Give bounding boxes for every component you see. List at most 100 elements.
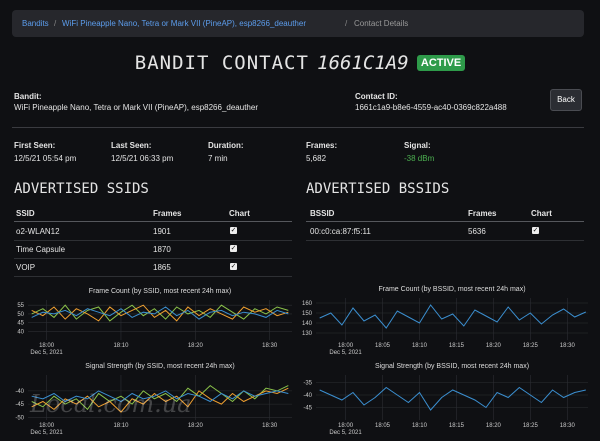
chart-title: Signal Strength (by BSSID, most recent 2… xyxy=(375,363,529,370)
label: Duration: xyxy=(208,141,244,150)
y-tick-label: 40 xyxy=(17,329,24,335)
x-tick-label: 18:15 xyxy=(449,343,465,349)
breadcrumb: Bandits / WiFi Pineapple Nano, Tetra or … xyxy=(12,10,584,37)
y-tick-label: 50 xyxy=(17,312,24,318)
x-tick-label: 18:00 xyxy=(39,423,55,429)
x-tick-label: 18:15 xyxy=(449,423,465,429)
checkbox[interactable]: ✓ xyxy=(230,263,237,270)
section-heading: ADVERTISED SSIDS xyxy=(14,181,149,197)
crumb-sep: / xyxy=(345,19,348,28)
label: Signal: xyxy=(404,141,431,150)
series-line xyxy=(31,390,289,403)
y-tick-label: -40 xyxy=(15,389,24,395)
label: Last Seen: xyxy=(111,141,152,150)
y-tick-label: -50 xyxy=(15,415,24,421)
x-tick-label: 18:30 xyxy=(560,423,576,429)
y-tick-label: 150 xyxy=(302,311,313,317)
x-tick-label: 18:00 xyxy=(338,343,354,349)
chart-title: Frame Count (by SSID, most recent 24h ma… xyxy=(89,288,231,295)
checkbox[interactable]: ✓ xyxy=(230,227,237,234)
value: -38 dBm xyxy=(404,154,435,163)
label: Bandit: xyxy=(14,92,42,101)
value: WiFi Pineapple Nano, Tetra or Mark VII (… xyxy=(14,103,258,112)
crumb-link[interactable]: WiFi Pineapple Nano, Tetra or Mark VII (… xyxy=(62,19,306,28)
cell: VOIP xyxy=(16,263,36,272)
x-tick-label: 18:30 xyxy=(262,343,278,349)
rule xyxy=(14,258,292,259)
cell: 1901 xyxy=(153,227,171,236)
rule xyxy=(306,221,584,222)
x-tick-label: 18:10 xyxy=(113,343,129,349)
section-heading: ADVERTISED BSSIDS xyxy=(306,181,450,197)
y-tick-label: 160 xyxy=(302,301,313,307)
y-tick-label: 55 xyxy=(17,303,24,309)
x-tick-label: 18:05 xyxy=(375,343,391,349)
value: 12/5/21 05:54 pm xyxy=(14,154,77,163)
label: Frames: xyxy=(306,141,338,150)
divider xyxy=(12,127,584,128)
y-tick-label: 45 xyxy=(17,321,24,327)
y-tick-label: -45 xyxy=(15,402,24,408)
x-tick-label: 18:20 xyxy=(188,343,204,349)
rule xyxy=(14,240,292,241)
title: BANDIT CONTACT xyxy=(134,52,309,74)
column-header: Chart xyxy=(531,209,552,218)
x-tick-label: 18:30 xyxy=(262,423,278,429)
value: 1661c1a9-b8e6-4559-ac40-0369c822a488 xyxy=(355,103,507,112)
y-tick-label: -45 xyxy=(303,406,312,412)
column-header: Chart xyxy=(229,209,250,218)
column-header: BSSID xyxy=(310,209,335,218)
x-tick-label: 18:10 xyxy=(113,423,129,429)
x-tick-label: 18:30 xyxy=(560,343,576,349)
x-date-label: Dec 5, 2021 xyxy=(30,430,63,436)
series-line xyxy=(319,386,586,411)
y-tick-label: 140 xyxy=(302,321,313,327)
cell: 00:c0:ca:87:f5:11 xyxy=(310,227,371,236)
cell: Time Capsule xyxy=(16,245,66,254)
x-date-label: Dec 5, 2021 xyxy=(329,350,362,356)
x-tick-label: 18:10 xyxy=(412,343,428,349)
x-date-label: Dec 5, 2021 xyxy=(30,350,63,356)
chart-title: Signal Strength (by SSID, most recent 24… xyxy=(85,363,234,370)
back-button[interactable]: Back xyxy=(550,89,582,111)
rule xyxy=(14,276,292,277)
cell: 1865 xyxy=(153,263,171,272)
x-date-label: Dec 5, 2021 xyxy=(329,430,362,436)
y-tick-label: -40 xyxy=(303,393,312,399)
crumb-current: Contact Details xyxy=(354,19,409,28)
crumb-sep: / xyxy=(54,19,57,28)
chart-title: Frame Count (by BSSID, most recent 24h m… xyxy=(378,286,525,293)
crumb-link[interactable]: Bandits xyxy=(22,19,49,28)
value: 5,682 xyxy=(306,154,327,163)
x-tick-label: 18:25 xyxy=(523,423,539,429)
cell: 1870 xyxy=(153,245,171,254)
status-badge: ACTIVE xyxy=(416,55,466,71)
cell: 5636 xyxy=(468,227,486,236)
y-tick-label: 130 xyxy=(302,331,313,337)
x-tick-label: 18:20 xyxy=(188,423,204,429)
x-tick-label: 18:05 xyxy=(375,423,391,429)
rule xyxy=(14,221,292,222)
x-tick-label: 18:20 xyxy=(486,343,502,349)
x-tick-label: 18:00 xyxy=(39,343,55,349)
contact-id: 1661C1A9 xyxy=(317,52,409,74)
title-row: BANDIT CONTACT 1661C1A9 ACTIVE xyxy=(0,52,600,74)
series-line xyxy=(31,304,289,322)
label: First Seen: xyxy=(14,141,56,150)
label: Contact ID: xyxy=(355,92,398,101)
watermark: Local.com.ua xyxy=(30,390,192,418)
x-tick-label: 18:25 xyxy=(523,343,539,349)
checkbox[interactable]: ✓ xyxy=(230,245,237,252)
y-tick-label: -35 xyxy=(303,381,312,387)
checkbox[interactable]: ✓ xyxy=(532,227,539,234)
x-tick-label: 18:10 xyxy=(412,423,428,429)
value: 12/5/21 06:33 pm xyxy=(111,154,174,163)
rule xyxy=(306,240,584,241)
cell: o2-WLAN12 xyxy=(16,227,60,236)
x-tick-label: 18:20 xyxy=(486,423,502,429)
series-line xyxy=(31,306,289,320)
column-header: Frames xyxy=(153,209,182,218)
series-line xyxy=(319,304,587,329)
